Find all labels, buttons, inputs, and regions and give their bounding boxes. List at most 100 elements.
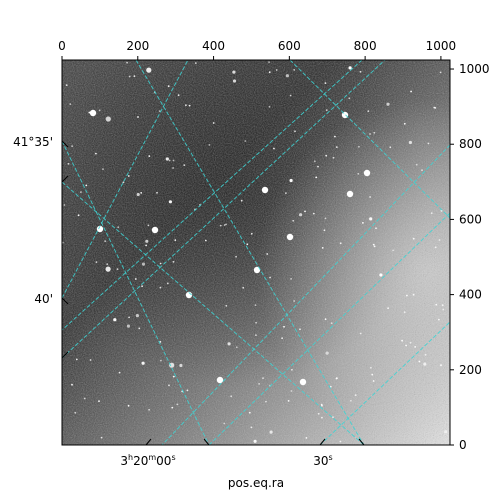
star bbox=[321, 247, 324, 249]
star bbox=[294, 130, 296, 133]
bright-star bbox=[286, 233, 294, 241]
star bbox=[313, 160, 316, 163]
star bbox=[225, 223, 228, 226]
star bbox=[95, 261, 98, 263]
star bbox=[293, 69, 296, 71]
star bbox=[268, 71, 271, 74]
star bbox=[232, 79, 237, 83]
star bbox=[423, 362, 427, 366]
star bbox=[166, 282, 169, 285]
ra-tick-mark bbox=[145, 438, 152, 446]
star bbox=[240, 199, 243, 202]
star bbox=[289, 178, 293, 183]
star bbox=[71, 145, 73, 148]
star bbox=[95, 152, 97, 155]
x-axis-label: pos.eq.ra bbox=[228, 476, 284, 490]
star bbox=[171, 406, 174, 409]
star bbox=[172, 159, 175, 162]
star bbox=[146, 67, 152, 73]
star bbox=[172, 167, 175, 169]
star bbox=[442, 308, 445, 311]
dec-axis: 41°35' 40' bbox=[13, 135, 69, 359]
grid-line bbox=[135, 60, 365, 445]
star bbox=[412, 293, 415, 296]
star bbox=[290, 390, 293, 392]
star bbox=[174, 239, 177, 242]
star bbox=[403, 311, 406, 314]
plot-area bbox=[62, 60, 450, 445]
star bbox=[255, 334, 257, 336]
star bbox=[325, 109, 328, 112]
bright-star bbox=[346, 190, 354, 198]
star bbox=[435, 303, 438, 306]
star bbox=[204, 239, 207, 242]
star bbox=[339, 242, 342, 245]
star bbox=[430, 212, 433, 215]
star bbox=[369, 133, 371, 135]
star bbox=[75, 358, 78, 361]
bright-star bbox=[363, 169, 371, 177]
star bbox=[401, 339, 403, 342]
star bbox=[235, 346, 238, 349]
star bbox=[194, 62, 197, 64]
star bbox=[299, 328, 301, 331]
star-field bbox=[62, 61, 448, 443]
star bbox=[369, 196, 371, 198]
ra-axis: 3h20m00s 30s pos.eq.ra bbox=[120, 438, 365, 490]
star bbox=[412, 237, 415, 240]
star bbox=[409, 341, 412, 344]
star bbox=[127, 175, 130, 177]
star bbox=[74, 411, 77, 414]
star bbox=[145, 244, 148, 247]
star bbox=[223, 224, 226, 226]
star bbox=[227, 342, 231, 346]
star bbox=[348, 97, 351, 100]
star bbox=[427, 142, 430, 145]
star bbox=[358, 145, 360, 148]
grid-line bbox=[289, 60, 450, 219]
star bbox=[147, 224, 150, 227]
top-tick-label: 600 bbox=[278, 39, 301, 53]
star bbox=[208, 144, 211, 146]
star bbox=[444, 430, 448, 434]
right-pixel-axis: 0 200 400 600 800 1000 bbox=[450, 62, 490, 452]
star bbox=[372, 380, 375, 382]
star bbox=[281, 337, 283, 340]
top-tick-label: 400 bbox=[202, 39, 225, 53]
star bbox=[359, 332, 362, 335]
star bbox=[65, 84, 68, 87]
star bbox=[359, 70, 362, 73]
star bbox=[69, 103, 72, 105]
star bbox=[387, 307, 389, 310]
star bbox=[255, 321, 257, 324]
star bbox=[287, 400, 290, 402]
ra-tick-mark bbox=[319, 438, 326, 446]
star bbox=[293, 300, 296, 302]
star bbox=[246, 243, 249, 246]
grid-line bbox=[62, 140, 210, 445]
star bbox=[275, 69, 278, 71]
star bbox=[415, 163, 418, 166]
star bbox=[266, 253, 269, 255]
star bbox=[159, 341, 162, 343]
star bbox=[141, 262, 146, 266]
star bbox=[290, 278, 292, 280]
star bbox=[273, 147, 275, 150]
star bbox=[325, 154, 328, 157]
star bbox=[172, 375, 175, 378]
star bbox=[105, 266, 111, 272]
star bbox=[339, 440, 342, 443]
right-tick-label: 0 bbox=[459, 438, 467, 452]
star bbox=[317, 412, 320, 415]
star bbox=[172, 261, 175, 263]
star bbox=[133, 75, 136, 77]
star bbox=[370, 366, 372, 369]
star bbox=[285, 192, 287, 195]
star bbox=[105, 116, 111, 122]
right-tick-label: 200 bbox=[459, 363, 482, 377]
star bbox=[88, 111, 91, 114]
star bbox=[85, 184, 88, 187]
star bbox=[176, 403, 179, 406]
star bbox=[138, 327, 141, 330]
star bbox=[250, 426, 253, 429]
